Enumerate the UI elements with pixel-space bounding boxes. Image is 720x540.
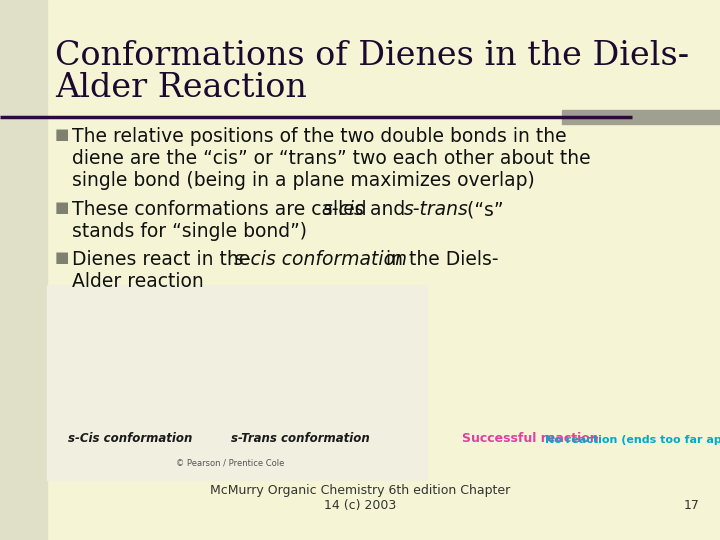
Text: s-Trans conformation: s-Trans conformation xyxy=(230,432,369,445)
Text: stands for “single bond”): stands for “single bond”) xyxy=(72,222,307,241)
Text: 17: 17 xyxy=(684,499,700,512)
Text: The relative positions of the two double bonds in the: The relative positions of the two double… xyxy=(72,127,567,146)
Text: (“s”: (“s” xyxy=(461,200,503,219)
Text: © Pearson / Prentice Cole: © Pearson / Prentice Cole xyxy=(176,459,284,468)
Text: Successful reaction: Successful reaction xyxy=(462,432,598,445)
Text: and: and xyxy=(364,200,411,219)
Bar xyxy=(0,0,47,540)
Text: diene are the “cis” or “trans” two each other about the: diene are the “cis” or “trans” two each … xyxy=(72,149,590,168)
Text: Dienes react in the: Dienes react in the xyxy=(72,250,256,269)
Text: in the Diels-: in the Diels- xyxy=(380,250,498,269)
Text: Alder reaction: Alder reaction xyxy=(72,272,204,291)
Text: s-cis: s-cis xyxy=(323,200,365,219)
Text: ■: ■ xyxy=(55,250,69,265)
Text: Conformations of Dienes in the Diels-: Conformations of Dienes in the Diels- xyxy=(55,40,689,72)
Text: s-trans: s-trans xyxy=(404,200,469,219)
Text: McMurry Organic Chemistry 6th edition Chapter
14 (c) 2003: McMurry Organic Chemistry 6th edition Ch… xyxy=(210,484,510,512)
Bar xyxy=(47,285,427,480)
Text: ■: ■ xyxy=(55,200,69,215)
Text: single bond (being in a plane maximizes overlap): single bond (being in a plane maximizes … xyxy=(72,171,535,190)
Text: ■: ■ xyxy=(55,127,69,142)
Text: No reaction (ends too far apart): No reaction (ends too far apart) xyxy=(545,435,720,445)
Text: s-Cis conformation: s-Cis conformation xyxy=(68,432,192,445)
Text: These conformations are called: These conformations are called xyxy=(72,200,373,219)
Bar xyxy=(562,110,720,124)
Text: Alder Reaction: Alder Reaction xyxy=(55,72,307,104)
Text: s-cis conformation: s-cis conformation xyxy=(234,250,407,269)
